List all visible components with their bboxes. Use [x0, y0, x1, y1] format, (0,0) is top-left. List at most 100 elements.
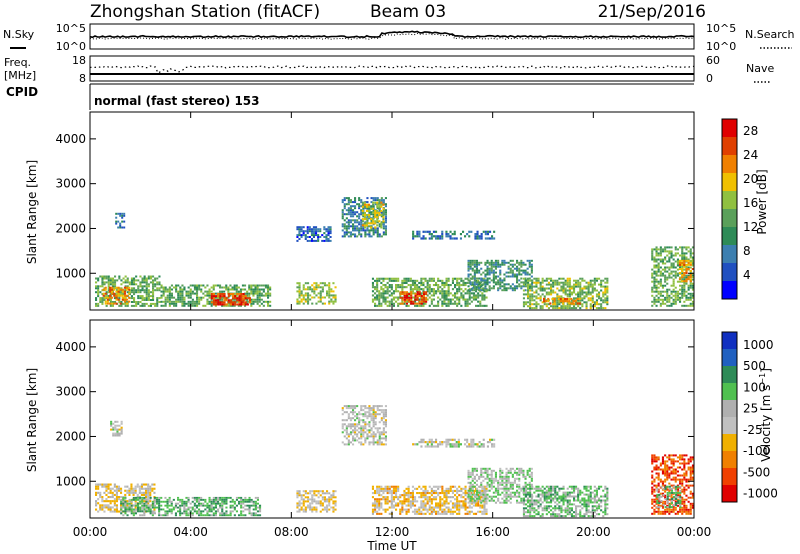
power-cell	[123, 298, 126, 301]
power-cell	[524, 273, 527, 276]
velocity-cell	[422, 504, 425, 507]
velocity-cell	[469, 481, 472, 484]
velocity-cell	[455, 445, 458, 448]
power-cell	[403, 293, 406, 295]
velocity-cell	[374, 427, 377, 430]
power-cell	[659, 258, 662, 261]
velocity-cell	[360, 441, 363, 444]
power-cell	[430, 279, 433, 282]
velocity-cell	[168, 498, 171, 501]
power-cell	[447, 235, 450, 238]
power-cell	[676, 262, 679, 265]
power-cell	[685, 304, 688, 307]
power-cell	[343, 231, 346, 234]
velocity-cell	[128, 493, 131, 496]
power-cell	[374, 296, 377, 299]
power-cell	[473, 283, 476, 286]
power-cell	[152, 287, 155, 290]
velocity-cell	[354, 427, 357, 430]
power-cell	[451, 233, 454, 236]
velocity-cell	[109, 510, 112, 513]
power-cell	[681, 292, 684, 295]
power-cell	[473, 285, 476, 288]
velocity-cell	[392, 504, 395, 507]
velocity-cell	[112, 428, 115, 431]
power-cell	[208, 296, 211, 299]
velocity-cell	[124, 502, 127, 505]
power-cell	[193, 284, 196, 287]
power-cell	[543, 287, 546, 290]
power-cell	[189, 300, 192, 303]
velocity-cell	[420, 445, 423, 448]
power-cell	[691, 278, 694, 281]
power-cell	[655, 250, 658, 253]
power-cell	[319, 290, 322, 293]
power-cell	[447, 233, 450, 236]
power-cell	[437, 235, 440, 238]
velocity-cell	[475, 512, 478, 515]
power-cell	[587, 289, 590, 292]
velocity-cell	[185, 508, 188, 511]
velocity-cell	[97, 498, 100, 501]
power-cell	[390, 288, 393, 291]
power-cell	[689, 286, 692, 289]
power-cell	[451, 294, 454, 297]
power-colorbar-tick: 16	[743, 196, 758, 210]
power-cell	[460, 284, 463, 287]
power-cell	[664, 280, 667, 283]
velocity-cell	[456, 487, 459, 490]
power-cell	[435, 284, 438, 287]
power-cell	[595, 299, 598, 302]
velocity-cell	[120, 489, 123, 492]
power-cell	[561, 297, 564, 301]
velocity-cell	[99, 506, 102, 509]
velocity-cell	[256, 514, 259, 517]
velocity-cell	[390, 485, 393, 488]
power-cell	[670, 256, 673, 259]
power-cell	[445, 290, 448, 293]
velocity-cell	[193, 504, 196, 507]
power-cell	[308, 239, 311, 242]
power-cell	[503, 285, 506, 288]
power-cell	[526, 273, 529, 276]
power-cell	[689, 282, 692, 285]
velocity-cell	[101, 485, 104, 488]
velocity-cell	[328, 508, 331, 511]
power-cell	[126, 285, 129, 288]
power-cell	[473, 269, 476, 272]
power-cell	[104, 300, 107, 303]
power-cell	[476, 233, 479, 236]
power-cell	[219, 295, 222, 298]
power-cell	[651, 248, 654, 251]
power-cell	[575, 293, 578, 296]
power-cell	[423, 291, 426, 294]
power-cell	[372, 211, 375, 214]
velocity-cell	[181, 498, 184, 501]
velocity-cell	[229, 504, 232, 507]
velocity-cell	[449, 512, 452, 515]
power-cell	[395, 277, 398, 280]
power-cell	[432, 230, 435, 233]
power-cell	[471, 281, 474, 284]
velocity-cell	[368, 421, 371, 424]
power-cell	[445, 233, 448, 236]
power-cell	[327, 234, 330, 237]
velocity-cell	[221, 498, 224, 501]
power-cell	[401, 281, 404, 284]
power-cell	[503, 289, 506, 292]
power-cell	[511, 275, 514, 278]
power-cell	[407, 277, 410, 280]
power-cell	[657, 280, 660, 283]
power-cell	[244, 292, 247, 295]
velocity-cell	[302, 490, 305, 493]
power-cell	[232, 293, 235, 296]
power-cell	[368, 229, 371, 232]
power-cell	[262, 284, 265, 287]
power-cell	[179, 292, 182, 295]
power-cell	[430, 294, 433, 297]
velocity-cell	[380, 405, 383, 408]
velocity-cell	[143, 496, 146, 499]
power-cell	[653, 266, 656, 269]
power-cell	[475, 265, 478, 268]
velocity-cell	[147, 491, 150, 494]
